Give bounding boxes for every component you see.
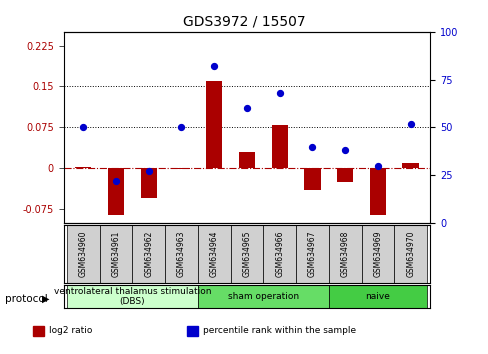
FancyBboxPatch shape [198, 225, 230, 283]
Text: GSM634961: GSM634961 [111, 223, 120, 278]
FancyBboxPatch shape [230, 225, 263, 283]
Bar [271, 125, 287, 169]
FancyBboxPatch shape [100, 225, 132, 283]
Point [79, 125, 87, 130]
Text: GSM634969: GSM634969 [373, 223, 382, 278]
Point [308, 144, 316, 149]
Text: GSM634965: GSM634965 [242, 223, 251, 278]
Point [243, 105, 250, 111]
Text: GSM634966: GSM634966 [275, 231, 284, 277]
Bar [336, 169, 353, 182]
Text: GSM634960: GSM634960 [79, 231, 87, 277]
FancyBboxPatch shape [328, 225, 361, 283]
Text: GSM634963: GSM634963 [177, 231, 185, 277]
Text: protocol: protocol [5, 294, 47, 304]
Bar [238, 152, 255, 169]
Text: GSM634965: GSM634965 [242, 231, 251, 277]
Text: GSM634968: GSM634968 [340, 231, 349, 277]
Text: GSM634966: GSM634966 [275, 223, 284, 278]
Point [406, 121, 414, 126]
Text: GSM634962: GSM634962 [144, 231, 153, 277]
Bar [304, 169, 320, 190]
Bar [75, 167, 91, 169]
FancyBboxPatch shape [361, 225, 393, 283]
Bar [205, 81, 222, 169]
FancyBboxPatch shape [165, 225, 198, 283]
Text: GSM634964: GSM634964 [209, 223, 218, 278]
Text: GSM634967: GSM634967 [307, 231, 316, 277]
Text: naive: naive [365, 292, 389, 301]
Bar [369, 169, 386, 215]
FancyBboxPatch shape [295, 225, 328, 283]
Point [373, 163, 381, 169]
FancyBboxPatch shape [328, 285, 426, 308]
Text: log2 ratio: log2 ratio [49, 326, 92, 336]
Point [177, 125, 185, 130]
Text: GSM634970: GSM634970 [406, 231, 414, 277]
Bar [173, 169, 189, 170]
Point [210, 63, 218, 69]
Text: GSM634967: GSM634967 [307, 223, 316, 278]
FancyBboxPatch shape [263, 225, 295, 283]
Text: ▶: ▶ [41, 294, 49, 304]
Point [112, 178, 120, 184]
Text: GSM634964: GSM634964 [209, 231, 218, 277]
FancyBboxPatch shape [67, 285, 198, 308]
Text: GSM634960: GSM634960 [79, 223, 87, 278]
Text: GSM634968: GSM634968 [340, 223, 349, 278]
Bar [140, 169, 157, 199]
Text: GSM634969: GSM634969 [373, 231, 382, 277]
Point [341, 148, 348, 153]
Bar [107, 169, 124, 215]
Point [275, 90, 283, 96]
Bar [33, 326, 44, 336]
FancyBboxPatch shape [198, 285, 328, 308]
FancyBboxPatch shape [132, 225, 165, 283]
Text: GSM634961: GSM634961 [111, 231, 120, 277]
Text: GSM634970: GSM634970 [406, 223, 414, 278]
FancyBboxPatch shape [393, 225, 426, 283]
Text: GSM634962: GSM634962 [144, 223, 153, 278]
Text: GDS3972 / 15507: GDS3972 / 15507 [183, 14, 305, 28]
Text: percentile rank within the sample: percentile rank within the sample [202, 326, 355, 336]
Text: GSM634963: GSM634963 [177, 223, 185, 278]
Bar [187, 326, 198, 336]
Point [144, 169, 152, 174]
Text: ventrolateral thalamus stimulation
(DBS): ventrolateral thalamus stimulation (DBS) [54, 287, 211, 306]
FancyBboxPatch shape [67, 225, 100, 283]
Text: sham operation: sham operation [227, 292, 298, 301]
Bar [402, 163, 418, 169]
